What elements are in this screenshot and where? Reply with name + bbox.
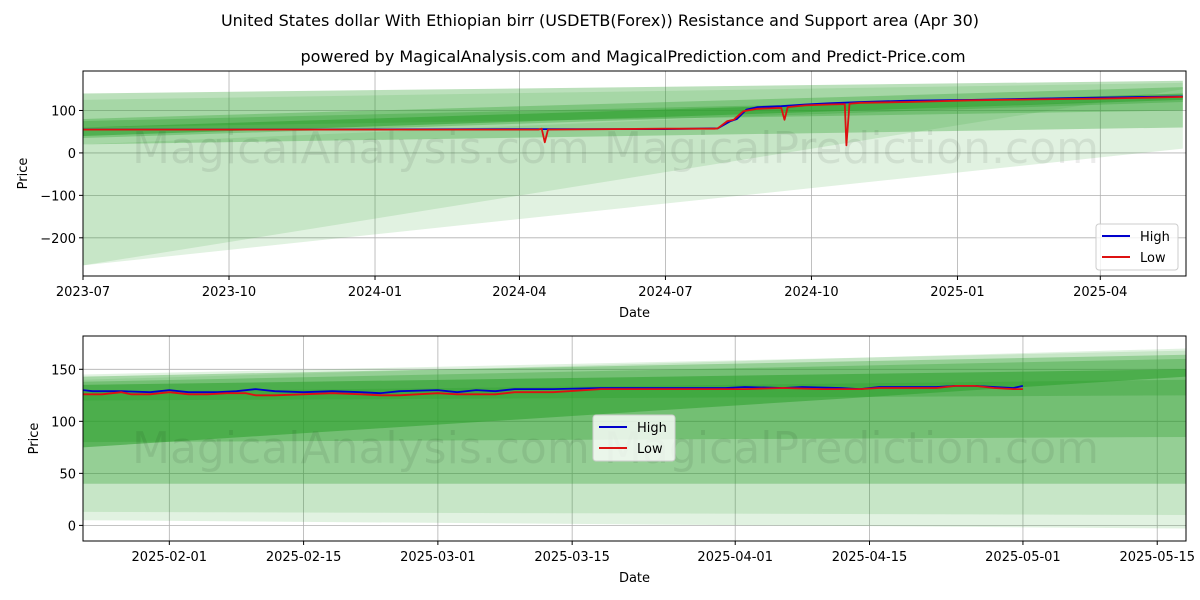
top-bands — [83, 80, 1183, 266]
watermark-right: MagicalPrediction.com — [604, 423, 1099, 474]
band-2 — [83, 97, 1183, 266]
band-5 — [83, 93, 1183, 136]
watermark-left: MagicalAnalysis.com — [132, 123, 590, 174]
top-x-ticks: 2023-07 2023-10 2024-01 2024-04 2024-07 2024-… — [56, 276, 1127, 300]
y-tick-label: 150 — [51, 363, 76, 378]
bottom-watermark: MagicalAnalysis.com MagicalPrediction.com — [132, 423, 1099, 474]
watermark-right: MagicalPrediction.com — [604, 123, 1099, 174]
top-series — [83, 95, 1183, 147]
x-tick-label: 2024-01 — [348, 285, 402, 300]
chart-subtitle: powered by MagicalAnalysis.com and Magic… — [300, 47, 965, 66]
y-tick-label: 100 — [51, 415, 76, 430]
x-tick-label: 2023-10 — [202, 285, 256, 300]
x-tick-label: 2025-04-01 — [697, 550, 773, 565]
x-tick-label: 2025-04 — [1073, 285, 1127, 300]
x-tick-label: 2023-07 — [56, 285, 110, 300]
x-tick-label: 2024-10 — [784, 285, 838, 300]
legend-label-low: Low — [637, 442, 663, 457]
x-tick-label: 2025-04-15 — [832, 550, 908, 565]
x-tick-label: 2024-04 — [492, 285, 546, 300]
bottom-x-ticks: 2025-02-01 2025-02-15 2025-03-01 2025-03-15… — [132, 541, 1195, 565]
y-tick-label: 100 — [51, 104, 76, 119]
x-tick-label: 2025-01 — [930, 285, 984, 300]
watermark-left: MagicalAnalysis.com — [132, 423, 590, 474]
y-tick-label: −200 — [40, 232, 76, 247]
bottom-legend: High Low — [592, 414, 676, 462]
band-1 — [83, 82, 1183, 266]
y-tick-label: 50 — [59, 467, 76, 482]
top-x-axis-label: Date — [619, 306, 650, 321]
y-tick-label: 0 — [68, 519, 76, 534]
x-tick-label: 2025-05-15 — [1119, 550, 1195, 565]
y-tick-label: 0 — [68, 147, 76, 162]
bottom-y-ticks: 0 50 100 150 — [51, 363, 83, 534]
top-y-axis-label: Price — [16, 158, 31, 190]
x-tick-label: 2025-02-15 — [266, 550, 342, 565]
x-tick-label: 2025-03-15 — [534, 550, 610, 565]
band-4 — [83, 80, 1183, 128]
bottom-x-axis-label: Date — [619, 571, 650, 586]
bottom-panel: MagicalAnalysis.com MagicalPrediction.com… — [27, 335, 1195, 586]
series-low-line — [83, 96, 1183, 147]
legend-label-high: High — [1140, 230, 1170, 245]
x-tick-label: 2025-03-01 — [400, 550, 476, 565]
bottom-series — [83, 385, 1024, 397]
band-6 — [83, 95, 1183, 139]
top-panel: MagicalAnalysis.com MagicalPrediction.com… — [16, 70, 1187, 321]
top-axes-frame — [82, 70, 1187, 277]
series-high-line — [83, 385, 1024, 395]
x-tick-label: 2024-07 — [638, 285, 692, 300]
y-tick-label: −100 — [40, 189, 76, 204]
series-low-line — [83, 385, 1023, 397]
legend-label-high: High — [637, 421, 667, 436]
chart-title: United States dollar With Ethiopian birr… — [221, 11, 979, 30]
band-6 — [83, 379, 1186, 401]
top-watermark: MagicalAnalysis.com MagicalPrediction.com — [132, 123, 1099, 174]
x-tick-label: 2025-02-01 — [132, 550, 208, 565]
top-legend: High Low — [1095, 223, 1179, 271]
legend-label-low: Low — [1140, 251, 1166, 266]
top-y-ticks: −200 −100 0 100 — [40, 104, 83, 247]
bottom-axes-frame — [82, 335, 1187, 542]
bottom-y-axis-label: Price — [27, 423, 42, 455]
x-tick-label: 2025-05-01 — [985, 550, 1061, 565]
